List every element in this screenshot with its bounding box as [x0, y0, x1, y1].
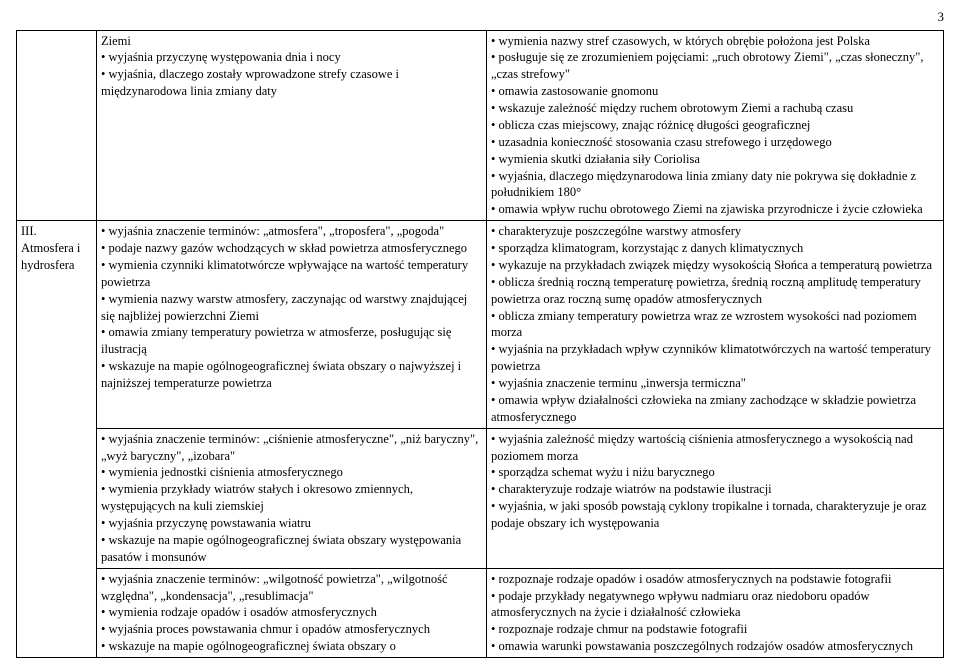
- continuation-text: Ziemi: [101, 34, 131, 48]
- list-item: omawia warunki powstawania poszczególnyc…: [491, 638, 939, 655]
- bullet-list: wyjaśnia zależność między wartością ciśn…: [491, 431, 939, 532]
- list-item: posługuje się ze zrozumieniem pojęciami:…: [491, 49, 939, 83]
- list-item: wyjaśnia znaczenie terminów: „atmosfera"…: [101, 223, 482, 240]
- table-row: wyjaśnia znaczenie terminów: „wilgotność…: [17, 568, 944, 657]
- bullet-list: wyjaśnia przyczynę występowania dnia i n…: [101, 49, 482, 100]
- list-item: wyjaśnia znaczenie terminów: „wilgotność…: [101, 571, 482, 605]
- list-item: oblicza średnią roczną temperaturę powie…: [491, 274, 939, 308]
- list-item: wyjaśnia proces powstawania chmur i opad…: [101, 621, 482, 638]
- page-number: 3: [16, 8, 944, 26]
- list-item: wymienia rodzaje opadów i osadów atmosfe…: [101, 604, 482, 621]
- right-content-cell: charakteryzuje poszczególne warstwy atmo…: [487, 221, 944, 429]
- list-item: rozpoznaje rodzaje opadów i osadów atmos…: [491, 571, 939, 588]
- row-label-cell: III. Atmosfera i hydrosfera: [17, 221, 97, 658]
- list-item: podaje przykłady negatywnego wpływu nadm…: [491, 588, 939, 622]
- list-item: omawia zastosowanie gnomonu: [491, 83, 939, 100]
- table-row: Ziemi wyjaśnia przyczynę występowania dn…: [17, 30, 944, 221]
- list-item: omawia wpływ działalności człowieka na z…: [491, 392, 939, 426]
- list-item: wskazuje na mapie ogólnogeograficznej św…: [101, 638, 482, 655]
- list-item: wymienia czynniki klimatotwórcze wpływaj…: [101, 257, 482, 291]
- list-item: wymienia nazwy stref czasowych, w któryc…: [491, 33, 939, 50]
- list-item: wykazuje na przykładach związek między w…: [491, 257, 939, 274]
- list-item: wyjaśnia przyczynę występowania dnia i n…: [101, 49, 482, 66]
- left-content-cell: wyjaśnia znaczenie terminów: „atmosfera"…: [97, 221, 487, 429]
- list-item: sporządza klimatogram, korzystając z dan…: [491, 240, 939, 257]
- list-item: podaje nazwy gazów wchodzących w skład p…: [101, 240, 482, 257]
- bullet-list: wymienia nazwy stref czasowych, w któryc…: [491, 33, 939, 219]
- content-table: Ziemi wyjaśnia przyczynę występowania dn…: [16, 30, 944, 659]
- list-item: charakteryzuje rodzaje wiatrów na podsta…: [491, 481, 939, 498]
- list-item: oblicza zmiany temperatury powietrza wra…: [491, 308, 939, 342]
- list-item: wymienia nazwy warstw atmosfery, zaczyna…: [101, 291, 482, 325]
- section-title: Atmosfera i hydrosfera: [21, 241, 80, 272]
- list-item: wskazuje na mapie ogólnogeograficznej św…: [101, 358, 482, 392]
- list-item: wyjaśnia przyczynę powstawania wiatru: [101, 515, 482, 532]
- list-item: rozpoznaje rodzaje chmur na podstawie fo…: [491, 621, 939, 638]
- left-content-cell: wyjaśnia znaczenie terminów: „wilgotność…: [97, 568, 487, 657]
- right-content-cell: wyjaśnia zależność między wartością ciśn…: [487, 428, 944, 568]
- list-item: wymienia przykłady wiatrów stałych i okr…: [101, 481, 482, 515]
- bullet-list: wyjaśnia znaczenie terminów: „atmosfera"…: [101, 223, 482, 392]
- list-item: charakteryzuje poszczególne warstwy atmo…: [491, 223, 939, 240]
- right-content-cell: wymienia nazwy stref czasowych, w któryc…: [487, 30, 944, 221]
- bullet-list: wyjaśnia znaczenie terminów: „wilgotność…: [101, 571, 482, 655]
- list-item: wskazuje zależność między ruchem obrotow…: [491, 100, 939, 117]
- section-number: III.: [21, 224, 37, 238]
- list-item: oblicza czas miejscowy, znając różnicę d…: [491, 117, 939, 134]
- list-item: wyjaśnia znaczenie terminów: „ciśnienie …: [101, 431, 482, 465]
- table-row: III. Atmosfera i hydrosfera wyjaśnia zna…: [17, 221, 944, 429]
- table-row: wyjaśnia znaczenie terminów: „ciśnienie …: [17, 428, 944, 568]
- bullet-list: rozpoznaje rodzaje opadów i osadów atmos…: [491, 571, 939, 655]
- list-item: uzasadnia konieczność stosowania czasu s…: [491, 134, 939, 151]
- list-item: omawia wpływ ruchu obrotowego Ziemi na z…: [491, 201, 939, 218]
- bullet-list: charakteryzuje poszczególne warstwy atmo…: [491, 223, 939, 426]
- list-item: wyjaśnia znaczenie terminu „inwersja ter…: [491, 375, 939, 392]
- list-item: wyjaśnia zależność między wartością ciśn…: [491, 431, 939, 465]
- list-item: sporządza schemat wyżu i niżu barycznego: [491, 464, 939, 481]
- left-content-cell: Ziemi wyjaśnia przyczynę występowania dn…: [97, 30, 487, 221]
- list-item: wyjaśnia na przykładach wpływ czynników …: [491, 341, 939, 375]
- right-content-cell: rozpoznaje rodzaje opadów i osadów atmos…: [487, 568, 944, 657]
- left-content-cell: wyjaśnia znaczenie terminów: „ciśnienie …: [97, 428, 487, 568]
- list-item: wymienia jednostki ciśnienia atmosferycz…: [101, 464, 482, 481]
- list-item: wyjaśnia, w jaki sposób powstają cyklony…: [491, 498, 939, 532]
- list-item: wyjaśnia, dlaczego zostały wprowadzone s…: [101, 66, 482, 100]
- list-item: omawia zmiany temperatury powietrza w at…: [101, 324, 482, 358]
- list-item: wyjaśnia, dlaczego międzynarodowa linia …: [491, 168, 939, 202]
- bullet-list: wyjaśnia znaczenie terminów: „ciśnienie …: [101, 431, 482, 566]
- row-label-cell: [17, 30, 97, 221]
- list-item: wymienia skutki działania siły Coriolisa: [491, 151, 939, 168]
- list-item: wskazuje na mapie ogólnogeograficznej św…: [101, 532, 482, 566]
